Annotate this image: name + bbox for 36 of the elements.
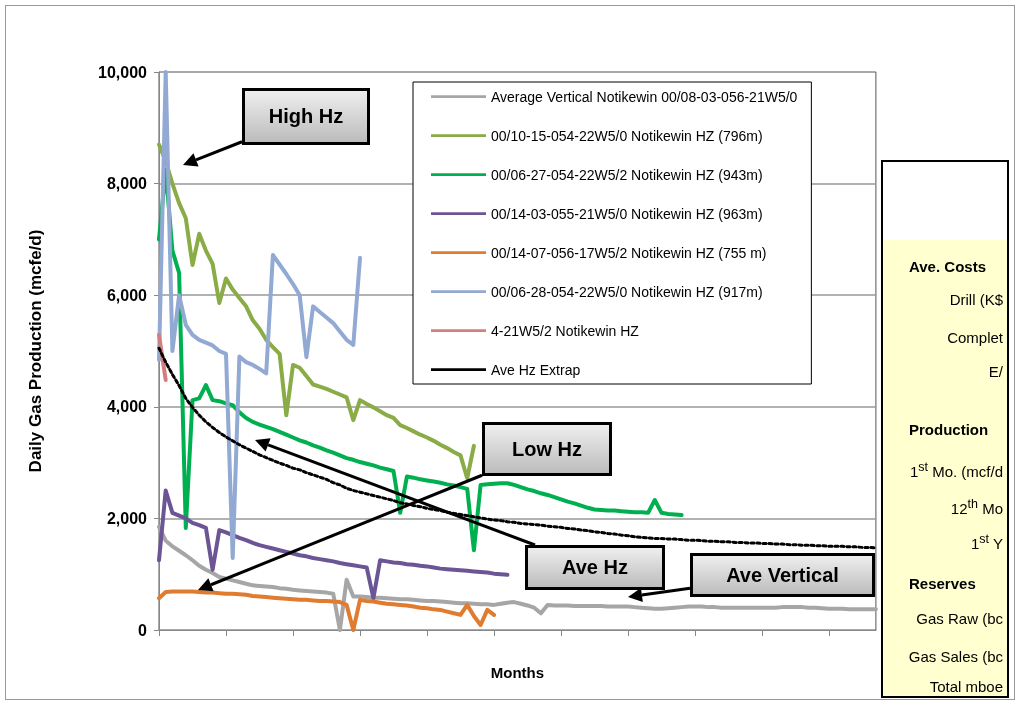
legend-label: 00/06-27-054-22W5/2 Notikewin HZ (943m) — [491, 166, 763, 183]
text: 12$^{th}$ Mo — [949, 496, 1003, 519]
text: Reserves — [909, 574, 976, 594]
line-series — [157, 346, 878, 550]
line-series — [157, 142, 476, 481]
y-tick-label: 6,000 — [106, 286, 148, 304]
y-tick-label: 0 — [138, 621, 148, 639]
annotation: High Hz — [268, 105, 344, 128]
legend-label: 00/14-03-055-21W5/0 Notikewin HZ (963m) — [491, 205, 763, 222]
text: Drill (K$ — [948, 290, 1003, 310]
text: Gas Raw (bc — [915, 609, 1003, 629]
legend-label: 00/14-07-056-17W5/2 Notikewin HZ (755 m) — [491, 244, 767, 261]
y-axis-title: Daily Gas Production (mcfe/d) — [26, 229, 45, 473]
legend-label: Average Vertical Notikewin 00/08-03-056-21W5/0 — [491, 88, 798, 105]
legend-label: 4-21W5/2 Notikewin HZ — [491, 322, 640, 339]
y-tick-label: 8,000 — [106, 175, 148, 193]
annotation: Ave Hz — [562, 556, 628, 579]
text: 1$^{st}$ Mo. (mcf/d — [908, 459, 1003, 482]
y-tick-label: 4,000 — [106, 398, 148, 416]
text: 1$^{st}$ Y — [970, 531, 1003, 554]
legend-label: 00/06-28-054-22W5/0 Notikewin HZ (917m) — [491, 283, 763, 300]
text: E/ — [987, 362, 1003, 382]
text: Production — [909, 420, 989, 440]
line-series — [157, 488, 510, 601]
text: Complet — [946, 328, 1003, 348]
annotation: Ave Vertical — [726, 563, 839, 587]
text: Total mboe — [928, 677, 1003, 697]
legend-label: Ave Hz Extrap — [491, 361, 581, 378]
annotation: Low Hz — [512, 437, 582, 461]
line-series — [157, 70, 362, 561]
x-axis-title: Months — [490, 664, 545, 681]
text: Ave. Costs — [909, 257, 986, 277]
y-tick-label: 2,000 — [106, 509, 148, 527]
y-tick-label: 10,000 — [98, 63, 148, 81]
text: Gas Sales (bc — [907, 647, 1003, 667]
legend-label: 00/10-15-054-22W5/0 Notikewin HZ (796m) — [491, 127, 763, 144]
